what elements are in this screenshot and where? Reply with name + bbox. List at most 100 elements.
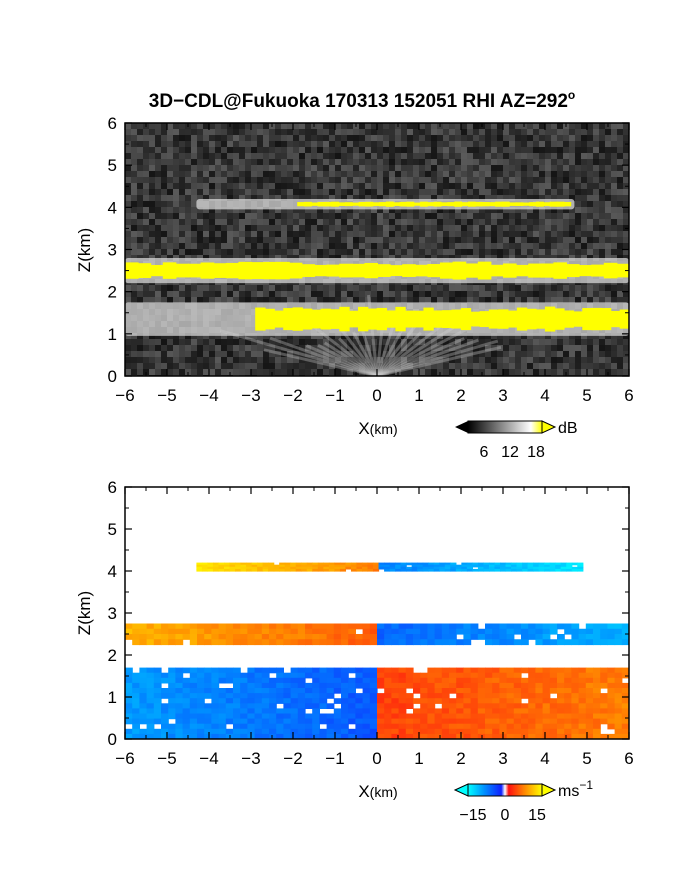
- noise-cell: [197, 285, 203, 291]
- noise-cell: [317, 249, 323, 255]
- velocity-cell: [500, 568, 507, 572]
- noise-cell: [167, 225, 173, 231]
- noise-cell: [443, 129, 449, 135]
- noise-cell: [437, 195, 443, 201]
- noise-cell: [233, 219, 239, 225]
- noise-cell: [383, 153, 389, 159]
- noise-cell: [227, 363, 233, 369]
- noise-cell: [497, 339, 503, 345]
- noise-cell: [563, 135, 569, 141]
- noise-cell: [209, 213, 215, 219]
- velocity-cell: [373, 566, 380, 570]
- noise-cell: [359, 243, 365, 249]
- noise-cell: [125, 213, 131, 219]
- noise-cell: [575, 219, 581, 225]
- velocity-cell: [377, 677, 385, 684]
- noise-cell: [275, 285, 281, 291]
- noise-cell: [551, 291, 557, 297]
- velocity-cell: [422, 566, 429, 570]
- velocity-cell: [413, 628, 421, 635]
- velocity-cell: [153, 677, 162, 684]
- noise-cell: [245, 333, 251, 339]
- noise-cell: [509, 255, 515, 261]
- noise-cell: [143, 189, 149, 195]
- noise-cell: [611, 363, 617, 369]
- noise-cell: [497, 129, 503, 135]
- noise-cell: [419, 285, 425, 291]
- noise-cell: [617, 243, 623, 249]
- velocity-cell: [434, 667, 443, 674]
- velocity-cell: [398, 628, 407, 635]
- noise-cell: [527, 255, 533, 261]
- velocity-cell: [542, 623, 551, 630]
- velocity-cell: [505, 562, 512, 566]
- velocity-cell: [557, 639, 565, 646]
- noise-cell: [323, 123, 329, 129]
- noise-cell: [185, 345, 191, 351]
- noise-cell: [497, 213, 503, 219]
- velocity-cell: [463, 634, 472, 640]
- velocity-cell: [254, 723, 263, 730]
- noise-cell: [311, 147, 317, 153]
- velocity-cell: [319, 728, 328, 735]
- noise-cell: [173, 123, 179, 129]
- noise-cell: [347, 231, 353, 237]
- noise-cell: [245, 345, 251, 351]
- noise-cell: [209, 135, 215, 141]
- noise-cell: [365, 351, 371, 357]
- noise-cell: [581, 201, 587, 207]
- noise-cell: [425, 243, 431, 249]
- velocity-cell: [276, 634, 284, 640]
- velocity-cell: [218, 564, 225, 568]
- velocity-cell: [513, 628, 522, 635]
- velocity-cell: [522, 566, 529, 570]
- noise-cell: [311, 159, 317, 165]
- velocity-cell: [377, 628, 385, 635]
- noise-cell: [185, 141, 191, 147]
- noise-cell: [173, 333, 179, 339]
- noise-cell: [353, 159, 359, 165]
- velocity-cell: [283, 718, 292, 725]
- noise-cell: [341, 369, 347, 375]
- noise-cell: [257, 333, 263, 339]
- noise-cell: [215, 153, 221, 159]
- velocity-cell: [470, 628, 479, 635]
- noise-cell: [401, 231, 407, 237]
- velocity-cell: [233, 713, 241, 720]
- velocity-cell: [229, 564, 236, 568]
- velocity-cell: [391, 693, 400, 699]
- noise-cell: [467, 171, 473, 177]
- velocity-cell: [391, 677, 400, 684]
- noise-cell: [125, 333, 131, 339]
- noise-cell: [179, 159, 185, 165]
- noise-cell: [611, 231, 617, 237]
- saturated-segment: [379, 202, 387, 207]
- velocity-cell: [204, 639, 212, 646]
- noise-cell: [317, 369, 323, 375]
- noise-cell: [437, 291, 443, 297]
- noise-cell: [413, 207, 419, 213]
- noise-cell: [473, 147, 479, 153]
- velocity-cell: [384, 723, 392, 730]
- noise-cell: [335, 219, 341, 225]
- velocity-cell: [566, 564, 573, 568]
- noise-cell: [185, 291, 191, 297]
- velocity-cell: [356, 562, 363, 566]
- velocity-cell: [420, 682, 428, 689]
- velocity-cell: [341, 723, 349, 730]
- noise-cell: [257, 345, 263, 351]
- noise-cell: [431, 207, 437, 213]
- saturated-segment: [339, 306, 350, 332]
- velocity-cell: [246, 566, 253, 570]
- noise-cell: [209, 369, 215, 375]
- noise-cell: [479, 351, 485, 357]
- noise-cell: [359, 249, 365, 255]
- noise-cell: [227, 135, 233, 141]
- velocity-cell: [384, 568, 391, 572]
- noise-cell: [185, 363, 191, 369]
- noise-cell: [275, 291, 281, 297]
- velocity-cell: [488, 564, 496, 568]
- noise-cell: [209, 351, 215, 357]
- noise-cell: [503, 213, 509, 219]
- noise-cell: [215, 147, 221, 153]
